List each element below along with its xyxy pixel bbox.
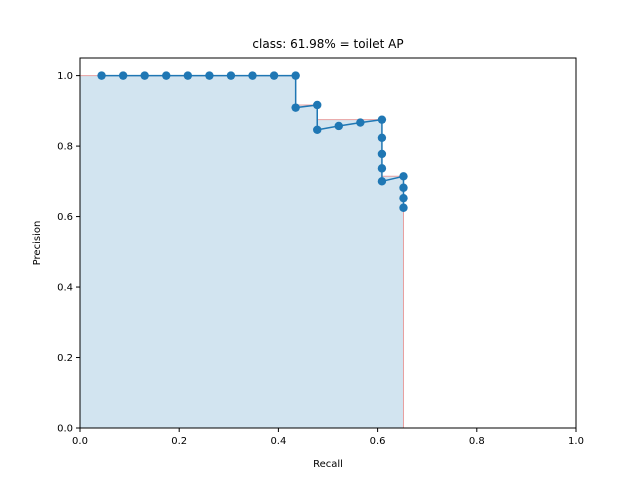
data-point <box>377 149 387 159</box>
x-tick-label: 0.8 <box>469 436 485 447</box>
x-tick-label: 0.4 <box>270 436 286 447</box>
data-point <box>205 71 214 80</box>
data-point <box>291 103 300 112</box>
x-tick-label: 0.0 <box>72 436 88 447</box>
data-point <box>162 71 171 80</box>
x-axis: 0.0 0.2 0.4 0.6 0.8 1.0 <box>72 428 584 447</box>
data-point <box>334 121 343 131</box>
data-point <box>118 71 128 80</box>
data-point <box>291 71 300 80</box>
data-point <box>377 133 387 143</box>
data-point <box>183 71 193 80</box>
data-point <box>399 193 408 203</box>
data-point <box>356 118 365 127</box>
data-point <box>377 177 387 186</box>
y-tick-label: 0.2 <box>57 353 73 364</box>
y-tick-label: 0.4 <box>57 283 73 294</box>
data-point <box>269 71 279 80</box>
data-point <box>377 115 387 124</box>
plot-area <box>79 71 408 429</box>
data-point <box>140 71 149 80</box>
data-point <box>399 172 408 181</box>
y-tick-label: 0.0 <box>57 424 73 435</box>
data-point <box>248 71 257 80</box>
data-point <box>377 164 387 173</box>
data-point <box>399 183 408 192</box>
x-tick-label: 0.6 <box>370 436 386 447</box>
data-point <box>313 125 322 135</box>
x-tick-label: 0.2 <box>171 436 187 447</box>
data-point <box>226 71 236 80</box>
y-tick-label: 0.6 <box>57 212 73 223</box>
y-tick-label: 1.0 <box>57 71 73 82</box>
data-point <box>313 100 322 110</box>
x-axis-label: Recall <box>313 459 343 470</box>
y-axis: 0.0 0.2 0.4 0.6 0.8 1.0 <box>57 71 80 435</box>
chart-title: class: 61.98% = toilet AP <box>252 37 403 51</box>
y-axis-label: Precision <box>32 221 43 266</box>
data-point <box>399 203 408 212</box>
data-point <box>97 71 106 80</box>
axes-frame <box>79 57 577 429</box>
x-tick-label: 1.0 <box>568 436 584 447</box>
y-tick-label: 0.8 <box>57 142 73 153</box>
ap-area <box>79 75 404 429</box>
